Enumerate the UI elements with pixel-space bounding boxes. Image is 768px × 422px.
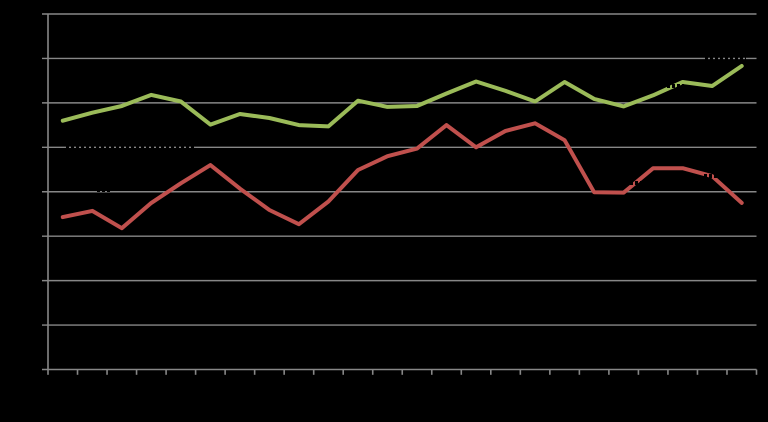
series-line-green (60, 64, 744, 129)
series-group (60, 64, 744, 231)
series-line-red (60, 121, 744, 231)
axes-group (42, 14, 758, 375)
